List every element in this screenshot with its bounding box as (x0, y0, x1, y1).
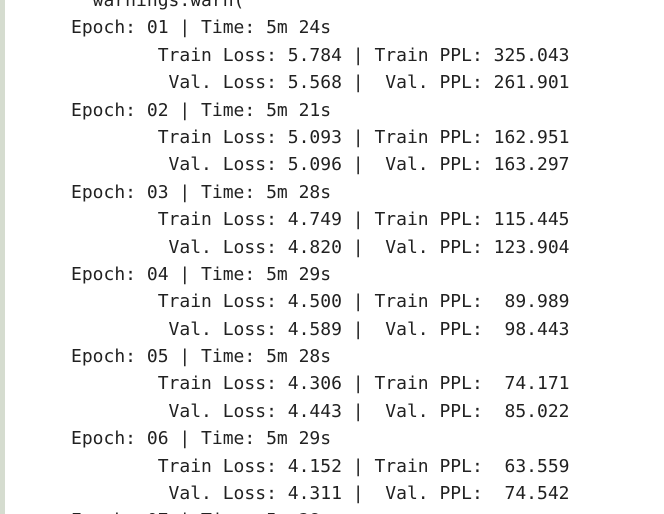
output-line: Epoch: 05 | Time: 5m 28s (71, 346, 332, 368)
output-line: Train Loss: 5.784 | Train PPL: 325.043 (71, 44, 570, 66)
output-line: Train Loss: 4.152 | Train PPL: 63.559 (71, 455, 570, 477)
output-line: Val. Loss: 4.443 | Val. PPL: 85.022 (71, 400, 570, 422)
stdout-stream: warnings.warn( Epoch: 01 | Time: 5m 24s T… (71, 0, 570, 514)
output-left-border (0, 0, 5, 514)
output-line: Val. Loss: 5.096 | Val. PPL: 163.297 (71, 154, 570, 176)
output-line: Epoch: 03 | Time: 5m 28s (71, 181, 332, 203)
output-line: Epoch: 06 | Time: 5m 29s (71, 428, 332, 450)
output-line: Val. Loss: 4.311 | Val. PPL: 74.542 (71, 483, 570, 505)
output-line: Val. Loss: 5.568 | Val. PPL: 261.901 (71, 72, 570, 94)
output-line: Train Loss: 4.500 | Train PPL: 89.989 (71, 291, 570, 313)
output-line: Train Loss: 5.093 | Train PPL: 162.951 (71, 126, 570, 148)
output-line: Epoch: 04 | Time: 5m 29s (71, 263, 332, 285)
output-line: warnings.warn( (71, 0, 245, 11)
output-line: Epoch: 02 | Time: 5m 21s (71, 99, 332, 121)
output-line: Val. Loss: 4.589 | Val. PPL: 98.443 (71, 318, 570, 340)
output-line: Epoch: 01 | Time: 5m 24s (71, 17, 332, 39)
output-line: Epoch: 07 | Time: 5m 28s (71, 507, 570, 514)
output-line: Train Loss: 4.306 | Train PPL: 74.171 (71, 373, 570, 395)
output-line: Val. Loss: 4.820 | Val. PPL: 123.904 (71, 236, 570, 258)
output-line: Train Loss: 4.749 | Train PPL: 115.445 (71, 209, 570, 231)
